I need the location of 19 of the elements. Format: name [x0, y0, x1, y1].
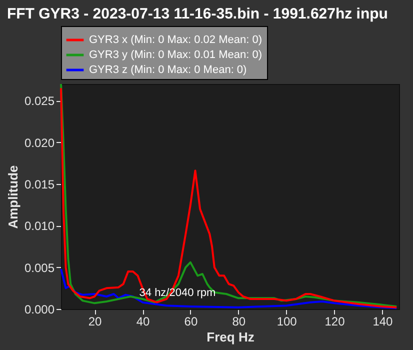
- x-tick-label: 100: [276, 314, 298, 328]
- legend-label: GYR3 x (Min: 0 Max: 0.02 Mean: 0): [89, 34, 262, 46]
- y-tick-label: 0.010: [24, 219, 55, 234]
- y-axis-title: Amplitude: [5, 165, 20, 229]
- y-tick-label: 0.005: [24, 260, 55, 275]
- y-tick-label: 0.025: [24, 94, 55, 108]
- legend-label: GYR3 z (Min: 0 Max: 0 Mean: 0): [89, 64, 247, 76]
- x-tick-label: 60: [184, 314, 198, 328]
- y-tick-label: 0.015: [24, 178, 55, 192]
- x-tick-label: 40: [136, 314, 150, 328]
- y-tick-label: 0.020: [24, 136, 55, 150]
- legend-label: GYR3 y (Min: 0 Max: 0.01 Mean: 0): [89, 49, 262, 61]
- y-tick-label: 0.000: [24, 302, 55, 316]
- x-tick-label: 120: [324, 314, 346, 328]
- x-tick-label: 140: [372, 314, 394, 328]
- x-tick-label: 20: [88, 314, 102, 328]
- x-axis-title: Freq Hz: [206, 330, 255, 344]
- chart-title: FFT GYR3 - 2023-07-13 11-16-35.bin - 1991.627hz inpu: [6, 6, 388, 22]
- x-tick-label: 80: [232, 314, 246, 328]
